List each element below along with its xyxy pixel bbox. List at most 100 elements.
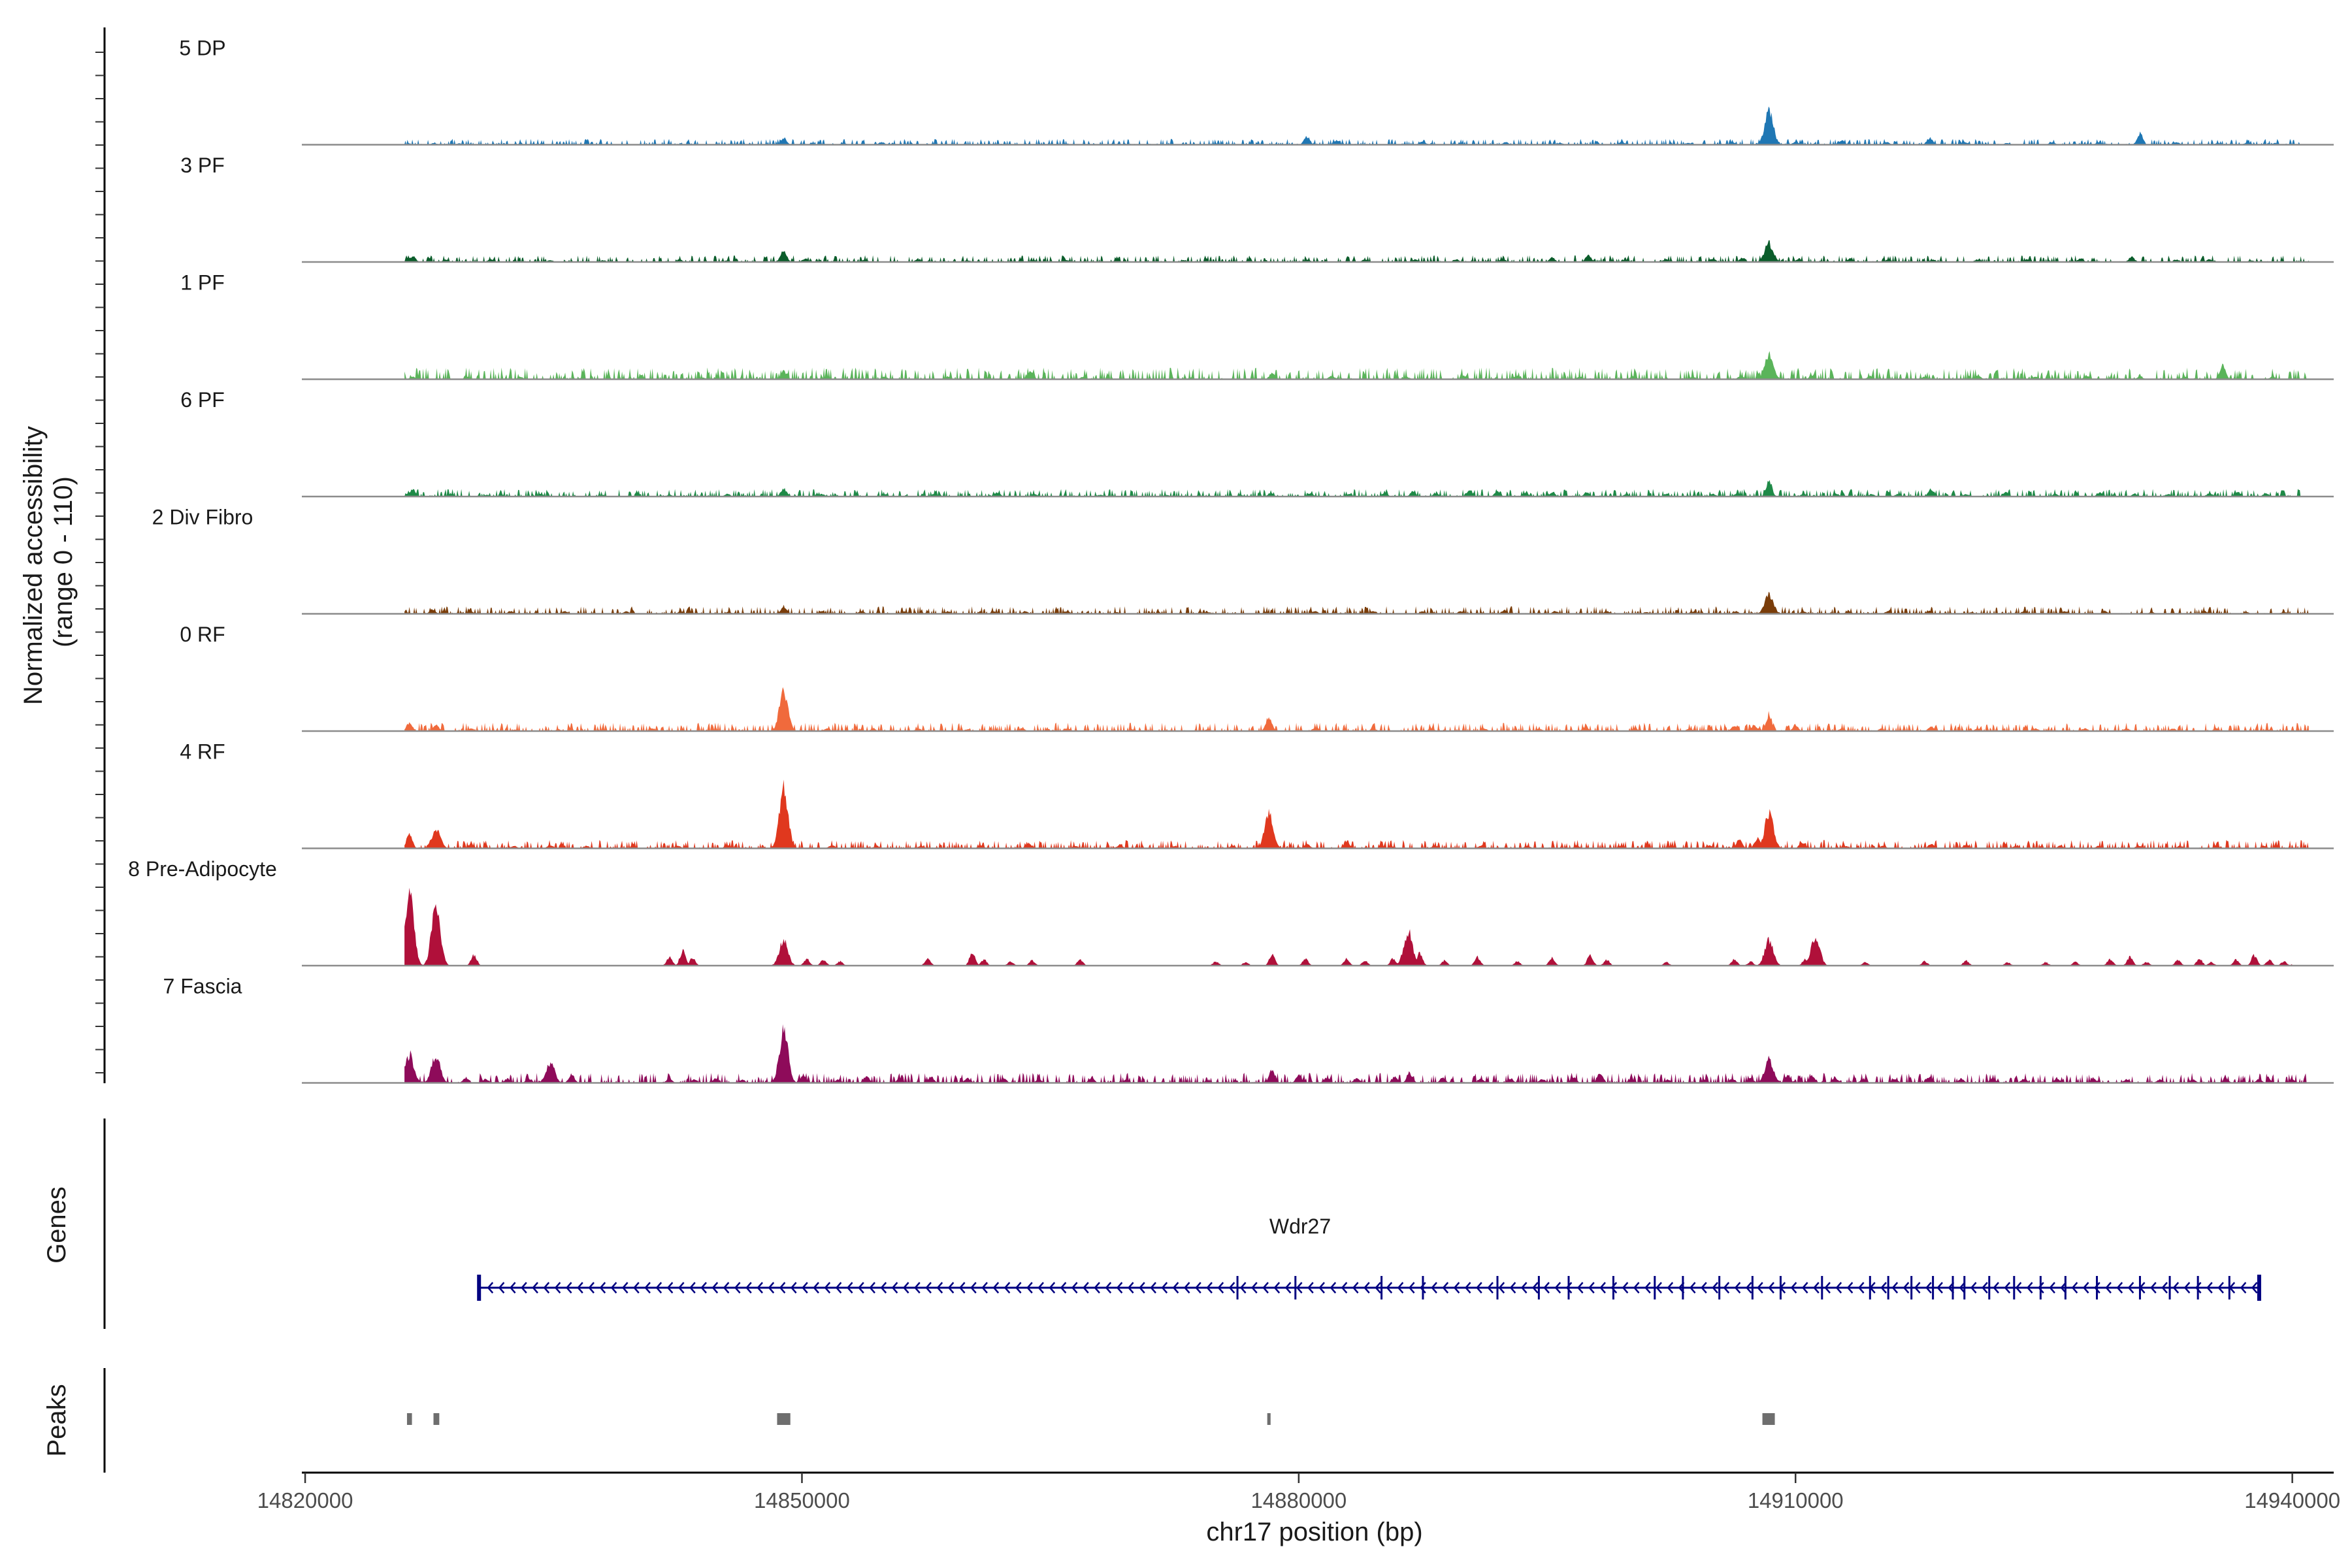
strand-arrow [880, 1282, 887, 1294]
strand-arrow [1824, 1282, 1831, 1294]
strand-arrow [1228, 1282, 1235, 1294]
strand-arrow [947, 1282, 955, 1294]
strand-arrow [1397, 1282, 1404, 1294]
strand-arrow [644, 1282, 651, 1294]
strand-arrow [2150, 1282, 2157, 1294]
strand-arrow [914, 1282, 921, 1294]
strand-arrow [1352, 1282, 1359, 1294]
strand-arrow [1543, 1282, 1550, 1294]
track-label: 0 RF [180, 623, 225, 646]
strand-arrow [2026, 1282, 2033, 1294]
strand-arrow [1520, 1282, 1527, 1294]
strand-arrow [768, 1282, 775, 1294]
strand-arrow [1498, 1282, 1505, 1294]
x-tick-label: 14910000 [1748, 1488, 1844, 1512]
strand-arrow [1914, 1282, 1921, 1294]
strand-arrow [1172, 1282, 1179, 1294]
strand-arrow [1284, 1282, 1292, 1294]
strand-arrow [1341, 1282, 1348, 1294]
coverage-y-axis-title-line2: (range 0 - 110) [49, 476, 78, 647]
peak-region [433, 1413, 440, 1425]
strand-arrow [1982, 1282, 1988, 1294]
strand-arrow [1599, 1282, 1606, 1294]
strand-arrow [824, 1282, 831, 1294]
track-label: 1 PF [180, 271, 225, 295]
strand-arrow [790, 1282, 797, 1294]
strand-arrow [1105, 1282, 1112, 1294]
strand-arrow [1633, 1282, 1640, 1294]
coverage-y-axis-title: Normalized accessibility (range 0 - 110) [19, 419, 78, 705]
coverage-area [404, 591, 2309, 614]
strand-arrow [1532, 1282, 1539, 1294]
peak-region [1267, 1413, 1271, 1425]
strand-arrow [1442, 1282, 1449, 1294]
strand-arrow [655, 1282, 662, 1294]
strand-arrow [610, 1282, 617, 1294]
strand-arrow [2060, 1282, 2067, 1294]
coverage-track: 3 PF [180, 154, 2334, 263]
strand-arrow [802, 1282, 808, 1294]
strand-arrow [1318, 1282, 1325, 1294]
coverage-area [404, 351, 2309, 380]
strand-arrow [1206, 1282, 1213, 1294]
strand-arrow [1554, 1282, 1561, 1294]
coverage-track: 4 RF [180, 740, 2334, 849]
strand-arrow [509, 1282, 516, 1294]
strand-arrow [1644, 1282, 1651, 1294]
strand-arrow [521, 1282, 527, 1294]
coverage-area [404, 887, 2293, 966]
strand-arrow [1094, 1282, 1100, 1294]
strand-arrow [689, 1282, 696, 1294]
strand-arrow [2082, 1282, 2089, 1294]
strand-arrow [1576, 1282, 1584, 1294]
x-axis: 14820000 14850000 14880000 14910000 14940000 [257, 1471, 2340, 1512]
strand-arrow [2195, 1282, 2202, 1294]
coverage-y-axis-title-line1: Normalized accessibility [19, 426, 48, 705]
strand-arrow [2172, 1282, 2180, 1294]
strand-arrow [1026, 1282, 1033, 1294]
strand-arrow [2015, 1282, 2022, 1294]
strand-arrow [1150, 1282, 1156, 1294]
strand-arrow [1588, 1282, 1595, 1294]
strand-arrow [1431, 1282, 1437, 1294]
strand-arrow [846, 1282, 853, 1294]
strand-arrow [1364, 1282, 1370, 1294]
strand-arrow [1835, 1282, 1842, 1294]
strand-arrow [588, 1282, 595, 1294]
strand-arrow [779, 1282, 786, 1294]
strand-arrow [858, 1282, 864, 1294]
coverage-track: 5 DP [179, 37, 2334, 146]
strand-arrow [1993, 1282, 1999, 1294]
peak-region [1762, 1413, 1775, 1425]
peak-region [406, 1413, 412, 1425]
strand-arrow [891, 1282, 898, 1294]
strand-arrow [981, 1282, 988, 1294]
strand-arrow [1330, 1282, 1337, 1294]
strand-arrow [1745, 1282, 1752, 1294]
strand-arrow [1420, 1282, 1426, 1294]
strand-arrow [1857, 1282, 1865, 1294]
strand-arrow [1464, 1282, 1471, 1294]
strand-arrow [1262, 1282, 1269, 1294]
coverage-y-axis [95, 27, 106, 1083]
strand-arrow [1251, 1282, 1258, 1294]
strand-arrow [1689, 1282, 1696, 1294]
strand-arrow [1790, 1282, 1797, 1294]
strand-arrow [2094, 1282, 2100, 1294]
strand-arrow [2127, 1282, 2134, 1294]
strand-arrow [2240, 1282, 2247, 1294]
strand-arrow [1004, 1282, 1011, 1294]
peaks-panel-label: Peaks [42, 1384, 71, 1456]
strand-arrow [2038, 1282, 2044, 1294]
strand-arrow [992, 1282, 1000, 1294]
coverage-track: 7 Fascia [163, 975, 2334, 1084]
strand-arrow [565, 1282, 572, 1294]
strand-arrow [2183, 1282, 2191, 1294]
strand-arrow [1296, 1282, 1303, 1294]
coverage-area [404, 106, 2301, 145]
peaks-panel: Peaks [42, 1368, 1775, 1473]
strand-arrow [700, 1282, 707, 1294]
strand-arrow [1487, 1282, 1494, 1294]
strand-arrow [1880, 1282, 1887, 1294]
strand-arrow [1037, 1282, 1044, 1294]
